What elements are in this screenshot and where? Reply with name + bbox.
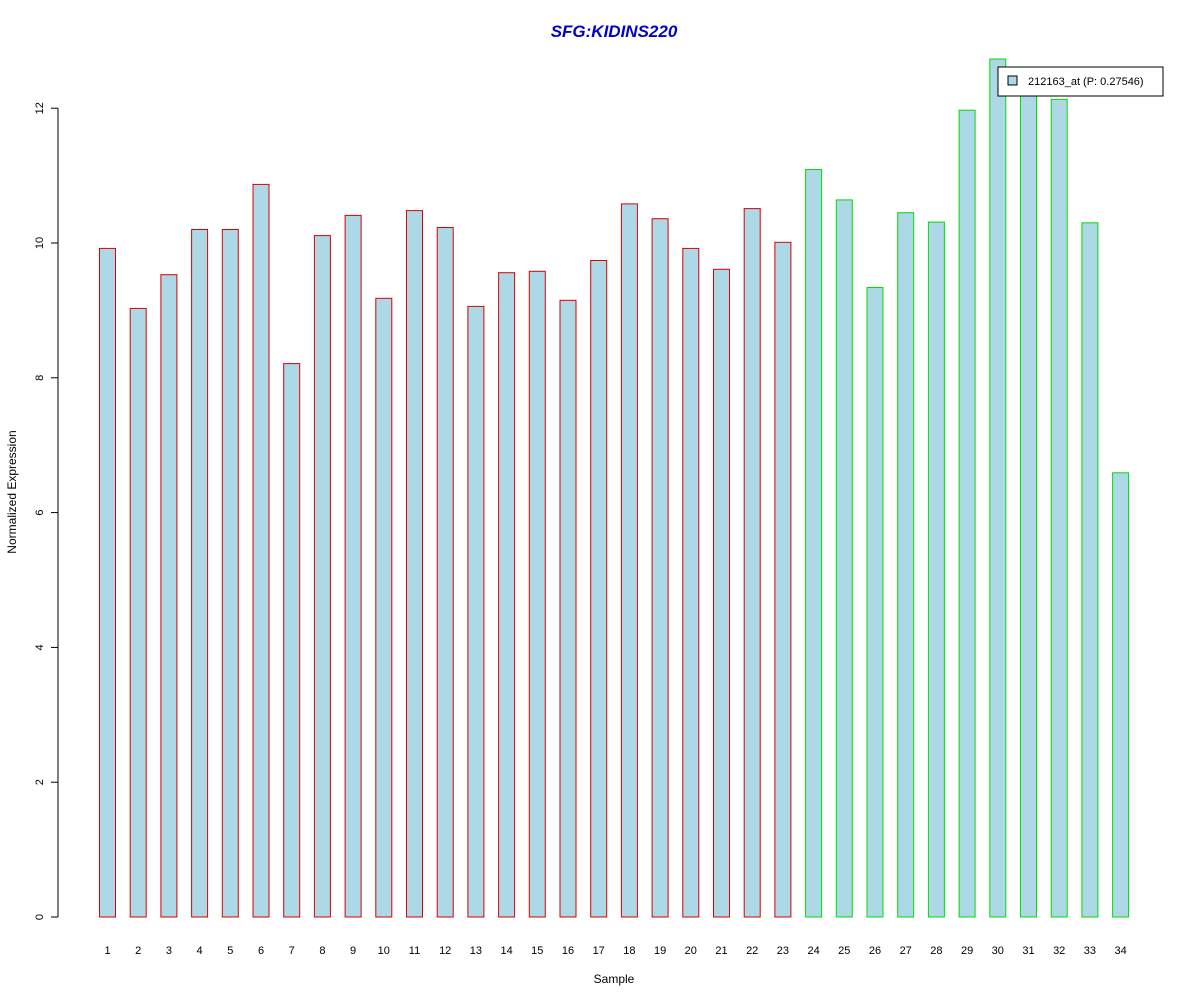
bar-sample-26 bbox=[866, 287, 884, 918]
bar-sample-22 bbox=[743, 208, 761, 918]
y-axis: 0 2 4 6 8 10 12 bbox=[34, 102, 59, 920]
x-tick-label: 6 bbox=[258, 945, 264, 957]
x-tick-label: 8 bbox=[319, 945, 325, 957]
x-tick-label: 26 bbox=[869, 945, 881, 957]
x-tick-label: 27 bbox=[900, 945, 912, 957]
x-tick-label: 33 bbox=[1084, 945, 1096, 957]
x-tick-label: 23 bbox=[777, 945, 789, 957]
x-tick-label: 29 bbox=[961, 945, 973, 957]
x-tick-label: 30 bbox=[992, 945, 1004, 957]
bars bbox=[99, 58, 1130, 918]
bar-sample-11 bbox=[406, 210, 423, 918]
x-tick-label: 7 bbox=[289, 945, 295, 957]
bar-sample-27 bbox=[897, 212, 915, 918]
bar-sample-13 bbox=[467, 305, 485, 918]
x-tick-label: 15 bbox=[531, 945, 543, 957]
x-tick-label: 12 bbox=[439, 945, 451, 957]
y-tick-label: 2 bbox=[34, 779, 46, 785]
x-tick-label: 25 bbox=[838, 945, 850, 957]
x-tick-label: 4 bbox=[197, 945, 203, 957]
y-tick-label: 4 bbox=[34, 644, 46, 650]
x-tick-label: 1 bbox=[104, 945, 110, 957]
legend-label: 212163_at (P: 0.27546) bbox=[1028, 76, 1144, 88]
bar-sample-1 bbox=[99, 247, 116, 918]
bar-sample-19 bbox=[651, 218, 669, 918]
bar-sample-31 bbox=[1020, 89, 1037, 918]
legend-swatch bbox=[1007, 75, 1018, 86]
x-tick-label: 3 bbox=[166, 945, 172, 957]
bar-sample-10 bbox=[375, 297, 393, 918]
x-tick-label: 16 bbox=[562, 945, 574, 957]
x-tick-label: 34 bbox=[1114, 945, 1126, 957]
x-tick-label: 20 bbox=[685, 945, 697, 957]
bar-sample-8 bbox=[313, 235, 331, 918]
legend-box bbox=[997, 66, 1164, 97]
x-tick-label: 10 bbox=[378, 945, 390, 957]
x-tick-label: 24 bbox=[807, 945, 819, 957]
bar-sample-2 bbox=[129, 307, 147, 918]
y-axis-label: Normalized Expression bbox=[5, 430, 19, 553]
y-tick-label: 6 bbox=[34, 510, 46, 516]
x-tick-label: 21 bbox=[715, 945, 727, 957]
bar-sample-29 bbox=[958, 109, 976, 918]
bar-sample-20 bbox=[682, 247, 700, 918]
y-tick-label: 0 bbox=[34, 914, 46, 920]
y-tick-label: 10 bbox=[34, 237, 46, 249]
y-tick-label: 12 bbox=[34, 102, 46, 114]
x-tick-label: 28 bbox=[930, 945, 942, 957]
x-tick-label: 14 bbox=[500, 945, 512, 957]
bar-sample-25 bbox=[835, 199, 853, 918]
bar-sample-18 bbox=[620, 203, 638, 918]
bar-sample-21 bbox=[713, 268, 730, 918]
x-tick-label: 13 bbox=[470, 945, 482, 957]
bar-sample-3 bbox=[160, 274, 178, 918]
x-tick-label: 11 bbox=[409, 945, 420, 957]
bar-sample-30 bbox=[989, 58, 1007, 918]
bar-sample-5 bbox=[221, 229, 239, 918]
x-tick-label: 2 bbox=[135, 945, 141, 957]
x-tick-labels: 1 2 3 4 5 6 7 8 9 10 11 12 13 14 15 16 17 18 19 20 21 22 23 24 2… bbox=[104, 945, 1126, 957]
x-tick-label: 31 bbox=[1022, 945, 1034, 957]
chart-title: SFG:KIDINS220 bbox=[551, 22, 678, 41]
x-tick-label: 22 bbox=[746, 945, 758, 957]
bar-sample-14 bbox=[498, 272, 516, 918]
x-tick-label: 5 bbox=[227, 945, 233, 957]
bar-sample-17 bbox=[590, 260, 608, 918]
bar-sample-12 bbox=[436, 227, 454, 918]
bar-sample-16 bbox=[559, 299, 577, 918]
bar-sample-7 bbox=[283, 363, 301, 918]
x-tick-label: 32 bbox=[1053, 945, 1065, 957]
x-tick-label: 18 bbox=[623, 945, 635, 957]
bar-sample-9 bbox=[344, 214, 362, 918]
x-tick-label: 9 bbox=[350, 945, 356, 957]
bar-sample-28 bbox=[927, 221, 945, 918]
bar-sample-32 bbox=[1050, 98, 1068, 918]
x-tick-label: 17 bbox=[593, 945, 605, 957]
x-axis-label: Sample bbox=[594, 972, 635, 986]
bar-sample-23 bbox=[774, 241, 792, 918]
bar-sample-6 bbox=[252, 183, 270, 918]
x-tick-label: 19 bbox=[654, 945, 666, 957]
bar-sample-34 bbox=[1112, 472, 1130, 918]
y-tick-label: 8 bbox=[34, 375, 46, 381]
bar-sample-24 bbox=[805, 169, 823, 918]
bar-sample-15 bbox=[528, 270, 546, 918]
legend: 212163_at (P: 0.27546) bbox=[997, 66, 1164, 97]
bar-sample-33 bbox=[1081, 222, 1099, 918]
bar-sample-4 bbox=[191, 229, 209, 918]
